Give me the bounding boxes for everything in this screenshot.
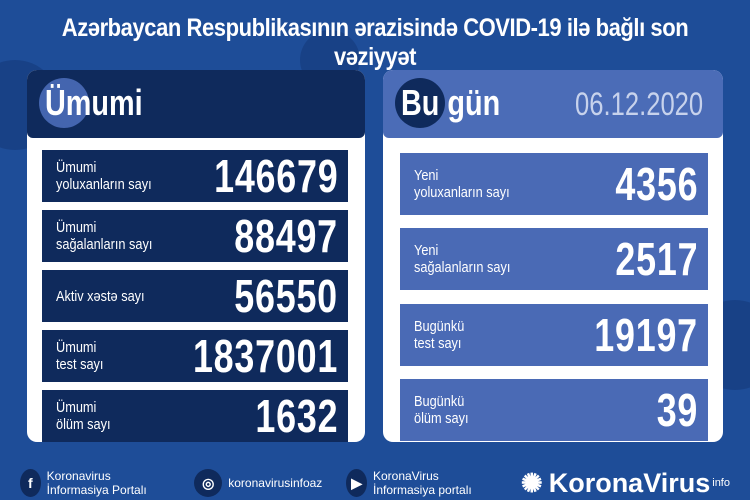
- stat-row: Yeni sağalanların sayı 2517: [400, 228, 708, 290]
- stat-value: 56550: [234, 270, 338, 322]
- brand-logo: ✺ KoronaVirus info: [521, 468, 730, 499]
- today-heading: Bu gün: [401, 82, 501, 123]
- stat-value: 39: [656, 384, 698, 436]
- footer: f Koronavirus İnformasiya Portalı ◎ korona…: [20, 468, 730, 498]
- stat-value: 1837001: [192, 330, 338, 382]
- stat-label: Ümumi sağalanların sayı: [56, 219, 153, 253]
- stat-row: Ümumi test sayı 1837001: [42, 330, 348, 382]
- today-panel: Bu gün 06.12.2020 Yeni yoluxanların sayı…: [383, 70, 723, 442]
- stat-value: 88497: [234, 210, 338, 262]
- youtube-link[interactable]: ▶ KoronaVirus İnformasiya portalı: [346, 469, 497, 497]
- brand-name: KoronaVirus: [548, 467, 711, 498]
- instagram-icon: ◎: [194, 469, 223, 497]
- youtube-icon: ▶: [346, 469, 367, 497]
- stat-label: Bugünkü ölüm sayı: [414, 393, 469, 427]
- stat-label: Ümumi test sayı: [56, 339, 104, 373]
- page-title: Azərbaycan Respublikasının ərazisində CO…: [61, 14, 689, 71]
- stat-label: Ümumi ölüm sayı: [56, 399, 111, 433]
- brand-sup: info: [712, 477, 730, 489]
- total-panel: Ümumi Ümumi yoluxanların sayı 146679 Ümum…: [27, 70, 365, 442]
- stat-value: 4356: [615, 158, 698, 210]
- stat-row: Yeni yoluxanların sayı 4356: [400, 153, 708, 215]
- today-header: Bu gün 06.12.2020: [383, 70, 723, 138]
- stat-row: Bugünkü test sayı 19197: [400, 304, 708, 366]
- stat-value: 19197: [594, 309, 698, 361]
- youtube-label: KoronaVirus İnformasiya portalı: [372, 469, 472, 497]
- stat-label: Yeni sağalanların sayı: [414, 242, 511, 276]
- facebook-icon: f: [20, 469, 41, 497]
- stat-label: Bugünkü test sayı: [414, 318, 465, 352]
- stat-row: Bugünkü ölüm sayı 39: [400, 379, 708, 441]
- virus-icon: [395, 78, 445, 128]
- total-header: Ümumi: [27, 70, 365, 138]
- sun-virus-icon: ✺: [520, 467, 543, 498]
- instagram-link[interactable]: ◎ koronavirusinfoaz: [194, 469, 322, 497]
- instagram-label: koronavirusinfoaz: [228, 476, 323, 490]
- stat-label: Ümumi yoluxanların sayı: [56, 159, 152, 193]
- stat-row: Aktiv xəstə sayı 56550: [42, 270, 348, 322]
- date: 06.12.2020: [574, 86, 703, 122]
- stat-value: 2517: [615, 233, 698, 285]
- stat-row: Ümumi yoluxanların sayı 146679: [42, 150, 348, 202]
- total-heading: Ümumi: [45, 82, 143, 123]
- facebook-label: Koronavirus İnformasiya Portalı: [46, 469, 147, 497]
- stat-row: Ümumi sağalanların sayı 88497: [42, 210, 348, 262]
- stat-row: Ümumi ölüm sayı 1632: [42, 390, 348, 442]
- stat-value: 1632: [255, 390, 338, 442]
- facebook-link[interactable]: f Koronavirus İnformasiya Portalı: [20, 469, 170, 497]
- virus-icon: [39, 78, 89, 128]
- stat-label: Yeni yoluxanların sayı: [414, 167, 510, 201]
- stat-value: 146679: [213, 150, 338, 202]
- stat-label: Aktiv xəstə sayı: [56, 287, 145, 305]
